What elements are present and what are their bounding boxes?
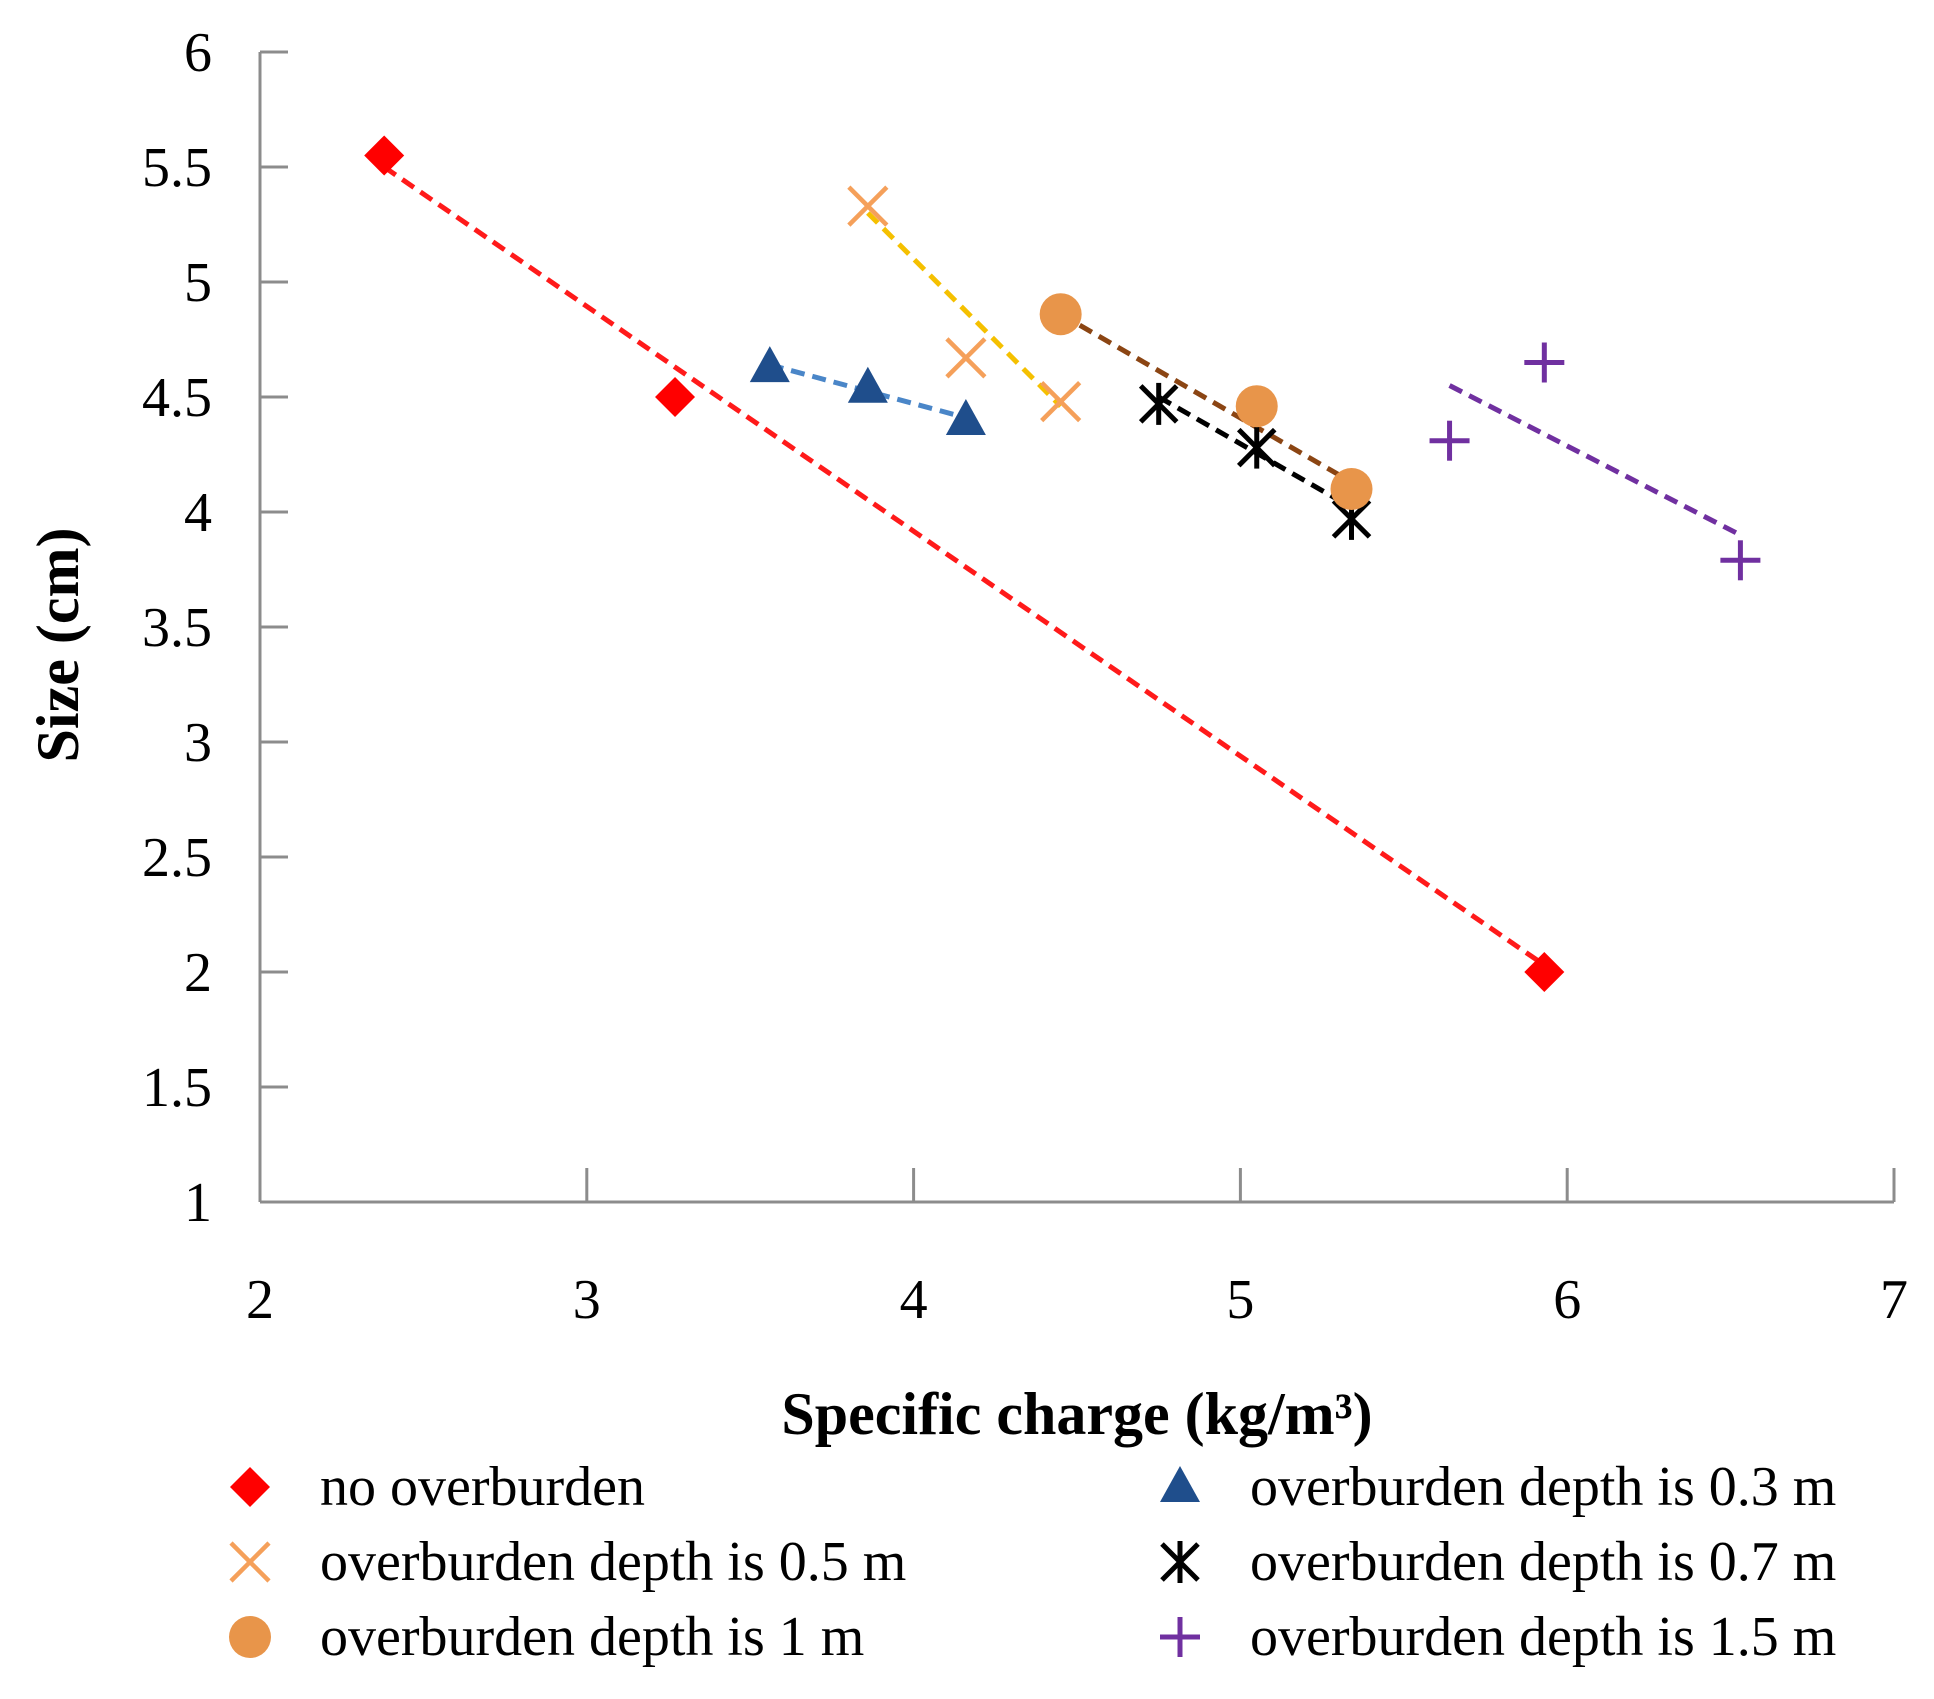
legend-label: overburden depth is 0.5 m xyxy=(320,1531,906,1593)
y-tick-label: 5.5 xyxy=(142,137,212,199)
legend-label: overburden depth is 0.3 m xyxy=(1250,1456,1836,1518)
y-ticks: 1 1.5 2 2.5 3 3.5 4 4.5 5 5.5 6 xyxy=(142,22,288,1234)
y-tick-label: 4.5 xyxy=(142,367,212,429)
x-tick-label: 6 xyxy=(1553,1269,1581,1331)
legend-label: overburden depth is 1.5 m xyxy=(1250,1606,1836,1668)
data-point xyxy=(1235,385,1278,428)
data-point xyxy=(364,135,405,176)
data-point xyxy=(1236,426,1277,469)
y-tick-label: 1.5 xyxy=(142,1057,212,1119)
data-point xyxy=(1040,381,1082,423)
trendline-overburden-depth-is-1-m xyxy=(1059,312,1353,485)
data-point xyxy=(1524,952,1565,992)
legend-item-overburden-depth-is-1-m: overburden depth is 1 m xyxy=(229,1606,864,1668)
series-overburden-depth-is-0-5-m xyxy=(847,185,1082,423)
trendline-overburden-depth-is-1-5-m xyxy=(1448,383,1742,538)
legend-marker xyxy=(229,1541,271,1583)
data-point xyxy=(847,185,889,227)
y-tick-label: 2.5 xyxy=(142,827,212,889)
x-tick-label: 3 xyxy=(573,1269,601,1331)
legend-label: no overburden xyxy=(320,1456,645,1518)
data-point xyxy=(749,346,790,383)
series-overburden-depth-is-1-m xyxy=(1039,293,1373,510)
data-point xyxy=(945,337,987,379)
legend-item-overburden-depth-is-1-5-m: overburden depth is 1.5 m xyxy=(1160,1606,1836,1668)
legend-marker xyxy=(1160,1466,1200,1502)
data-point xyxy=(1330,468,1373,510)
x-tick-label: 7 xyxy=(1880,1269,1908,1331)
y-axis-title: Size (cm) xyxy=(25,528,91,763)
trendline-overburden-depth-is-0-5-m xyxy=(866,211,1063,408)
data-point xyxy=(1429,420,1470,461)
data-point xyxy=(847,366,888,403)
data-point xyxy=(1720,540,1761,581)
legend-label: overburden depth is 0.7 m xyxy=(1250,1531,1836,1593)
data-point xyxy=(1524,342,1565,383)
data-points xyxy=(364,135,1761,992)
y-tick-label: 1 xyxy=(184,1172,212,1234)
legend-item-overburden-depth-is-0-5-m: overburden depth is 0.5 m xyxy=(229,1531,906,1593)
data-point xyxy=(945,399,986,435)
axes: 1 1.5 2 2.5 3 3.5 4 4.5 5 5.5 6 2 3 4 5 6 7 xyxy=(142,22,1908,1331)
legend: no overburden overburden depth is 0.3 m ov… xyxy=(229,1456,1836,1668)
x-ticks: 2 3 4 5 6 7 xyxy=(246,1168,1908,1331)
legend-label: overburden depth is 1 m xyxy=(320,1606,864,1668)
legend-marker xyxy=(230,1467,270,1507)
legend-item-no-overburden: no overburden xyxy=(230,1456,645,1518)
x-tick-label: 5 xyxy=(1226,1269,1254,1331)
trendlines xyxy=(382,164,1742,968)
legend-marker xyxy=(1160,1617,1200,1657)
series-overburden-depth-is-0-3-m xyxy=(749,346,986,435)
y-tick-label: 5 xyxy=(184,252,212,314)
legend-item-overburden-depth-is-0-7-m: overburden depth is 0.7 m xyxy=(1160,1531,1836,1593)
x-tick-label: 2 xyxy=(246,1269,274,1331)
data-point xyxy=(1039,293,1082,336)
series-overburden-depth-is-0-7-m xyxy=(1138,382,1372,540)
data-point xyxy=(655,377,696,417)
series-no-overburden xyxy=(364,135,1565,992)
y-tick-label: 6 xyxy=(184,22,212,84)
x-tick-label: 4 xyxy=(900,1269,928,1331)
legend-marker xyxy=(229,1616,271,1658)
data-point xyxy=(1138,382,1179,425)
x-axis-title: Specific charge (kg/m³) xyxy=(781,1381,1372,1447)
trendline-no-overburden xyxy=(382,164,1546,968)
y-tick-label: 4 xyxy=(184,482,212,544)
legend-marker xyxy=(1160,1541,1200,1583)
y-tick-label: 3 xyxy=(184,712,212,774)
series-overburden-depth-is-1-5-m xyxy=(1429,342,1761,581)
y-tick-label: 2 xyxy=(184,942,212,1004)
y-tick-label: 3.5 xyxy=(142,597,212,659)
legend-item-overburden-depth-is-0-3-m: overburden depth is 0.3 m xyxy=(1160,1456,1836,1518)
